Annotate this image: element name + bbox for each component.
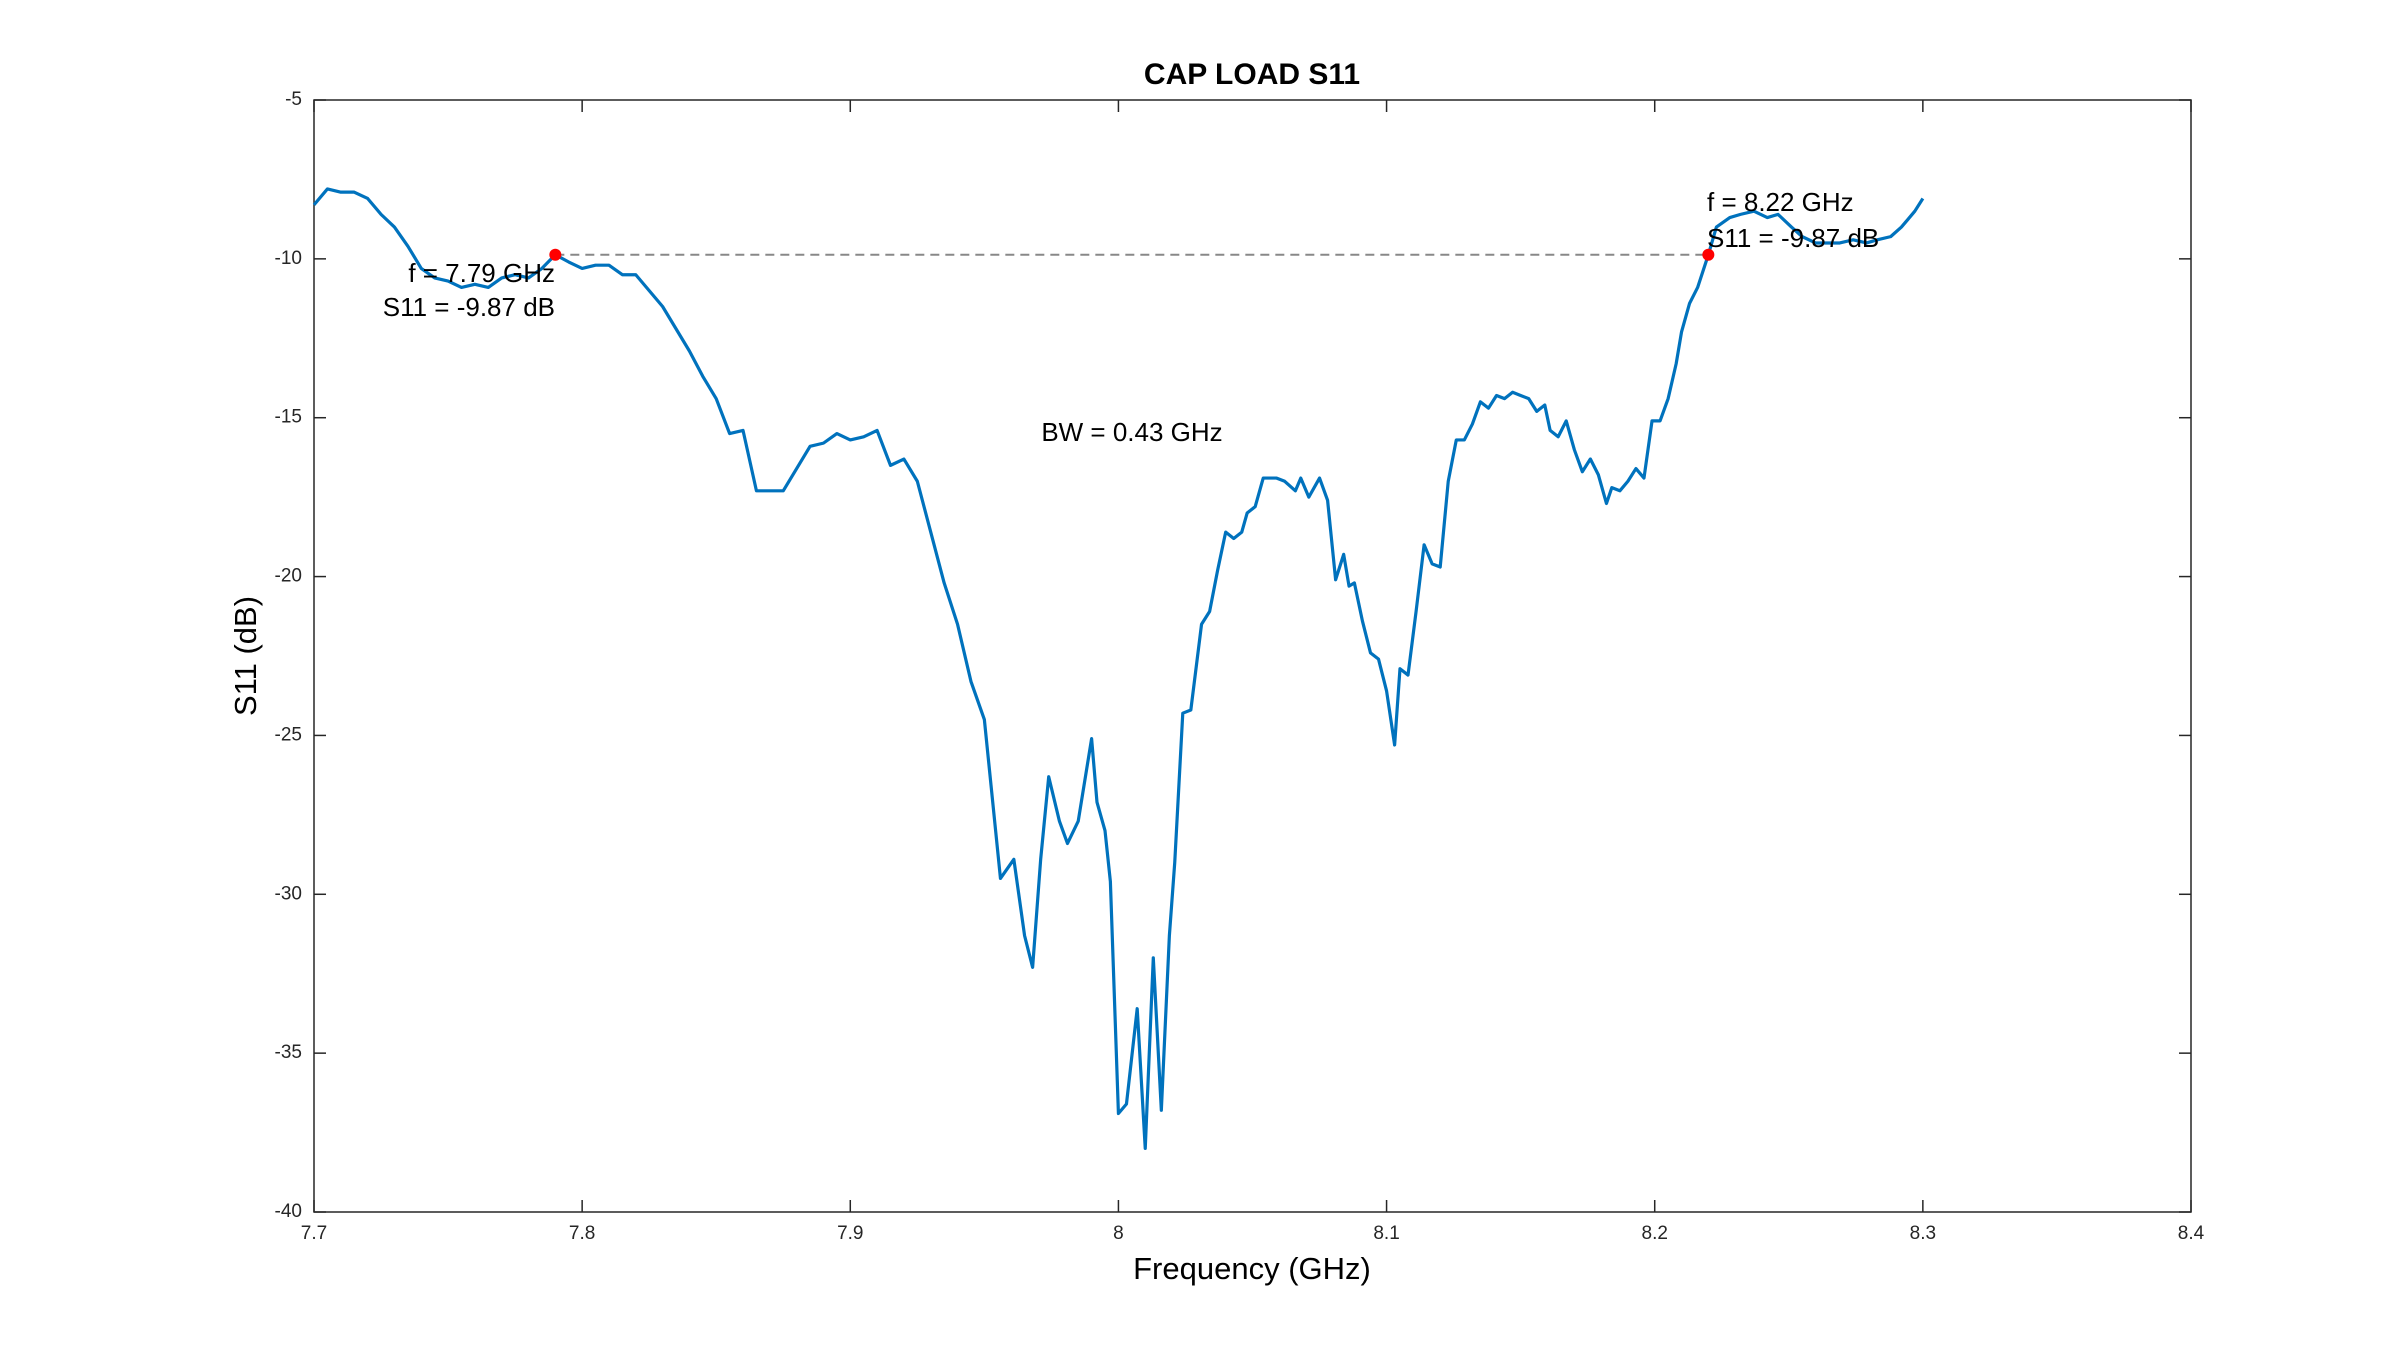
y-axis-label: S11 (dB)	[228, 596, 263, 716]
y-tick-label: -20	[275, 566, 302, 587]
series-line	[312, 187, 1925, 1151]
y-tick-label: -40	[275, 1201, 302, 1222]
annotation: f = 7.79 GHz	[408, 258, 555, 288]
x-tick-label: 8.4	[2178, 1223, 2205, 1244]
y-tick-label: -10	[275, 248, 302, 269]
y-tick-label: -5	[285, 89, 302, 110]
y-tick-label: -30	[275, 883, 302, 904]
y-tick-label: -15	[275, 407, 302, 428]
plot-area	[313, 99, 2192, 1213]
x-tick-label: 8.3	[1910, 1223, 1936, 1244]
x-axis-label: Frequency (GHz)	[1133, 1251, 1371, 1286]
marker-point	[1702, 248, 1715, 261]
x-tick-label: 7.7	[301, 1223, 327, 1244]
marker-point	[549, 248, 562, 261]
annotation: f = 8.22 GHz	[1707, 187, 1854, 217]
x-tick-label: 7.8	[569, 1223, 595, 1244]
y-tick-label: -25	[275, 724, 302, 745]
x-tick-label: 8.2	[1642, 1223, 1668, 1244]
y-tick-label: -35	[275, 1042, 302, 1063]
annotation: S11 = -9.87 dB	[1707, 223, 1879, 253]
chart-title: CAP LOAD S11	[1144, 58, 1360, 91]
x-tick-label: 7.9	[837, 1223, 863, 1244]
x-tick-label: 8	[1113, 1223, 1124, 1244]
annotation: S11 = -9.87 dB	[383, 292, 555, 322]
x-tick-label: 8.1	[1373, 1223, 1399, 1244]
annotation: BW = 0.43 GHz	[1041, 417, 1222, 447]
